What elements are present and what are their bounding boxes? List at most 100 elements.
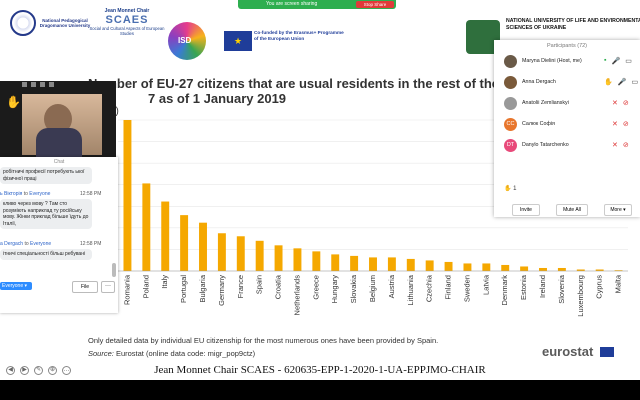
participant-row[interactable]: Maryna Dielini (Host, me) ▪ 🎤 ▭ (504, 52, 636, 70)
logo-bar: You are screen sharing Stop Share Nation… (0, 0, 640, 60)
tick-label: Croatia (274, 274, 283, 299)
chat-recipient-select[interactable]: Everyone ▾ (0, 282, 32, 290)
eurostat-logo: eurostat (542, 344, 594, 359)
npdu-emblem (10, 10, 36, 36)
camera-off-icon[interactable]: ⊘ (622, 100, 629, 107)
tick-label: Luxembourg (576, 275, 585, 317)
bar-czechia (425, 260, 434, 271)
tick-label: Denmark (500, 275, 509, 306)
npdu-logo: National Pedagogical Dragomanov Universi… (10, 10, 91, 36)
raised-hands-count: ✋ 1 (504, 185, 517, 192)
next-slide-icon[interactable]: ▶ (20, 366, 29, 375)
mic-icon[interactable]: 🎤 (617, 79, 627, 86)
bar-portugal (180, 215, 189, 271)
bar-poland (142, 183, 151, 271)
participant-status: ✋ 🎤 ▭ (604, 78, 638, 86)
mute-all-button[interactable]: Mute All (556, 204, 588, 216)
participants-title: Participants (72) (546, 43, 588, 49)
tick-label: Sweden (462, 275, 471, 302)
tick-label: Portugal (179, 275, 188, 303)
avatar (504, 97, 517, 110)
camera-icon[interactable]: ▭ (631, 79, 639, 86)
chat-message: робітничі професії потребують ької фізич… (0, 167, 92, 184)
chat-to-label: to (23, 191, 28, 197)
avatar (504, 76, 517, 89)
slideshow-controls: ◀ ▶ ✎ ⊕ … (0, 362, 80, 380)
chat-message: ітничі спеціальності більш ребувані (0, 249, 92, 260)
bar-croatia (274, 245, 283, 271)
bar-lithuania (406, 258, 415, 271)
chat-sender: a Dergach to Everyone (0, 241, 51, 247)
zoom-icon[interactable]: ⊕ (48, 366, 57, 375)
bar-latvia (482, 263, 491, 271)
bar-slovakia (350, 255, 359, 271)
camera-off-icon[interactable]: ⊘ (622, 142, 629, 149)
chat-title: Chat (53, 159, 65, 165)
chat-message: кливо через мову ? Там сто розуміють нап… (0, 199, 92, 229)
video-toolbar (22, 82, 54, 87)
chat-sender-name: a Dergach (0, 241, 24, 247)
avatar: CC (504, 118, 517, 131)
bar-france (236, 236, 245, 271)
bar-belgium (369, 257, 377, 271)
slide-source: Source: Eurostat (online data code: migr… (88, 349, 255, 358)
mic-muted-icon[interactable]: ✕ (612, 100, 618, 107)
mic-muted-icon[interactable]: ✕ (612, 121, 618, 128)
more-button[interactable]: More ▾ (604, 204, 632, 216)
nule-logo-text: NATIONAL UNIVERSITY OF LIFE AND ENVIRONM… (506, 18, 640, 31)
bar-slovenia (557, 267, 566, 271)
pen-icon[interactable]: ✎ (34, 366, 43, 375)
bar-denmark (501, 264, 510, 271)
participant-status: ✕ ⊘ (612, 120, 629, 128)
chat-scrollbar[interactable] (112, 263, 116, 277)
tick-label: Slovakia (349, 274, 358, 303)
screen-sharing-bar: You are screen sharing Stop Share (238, 0, 396, 9)
tick-label: Slovenia (557, 274, 566, 304)
screen-share-icon: ▪ (604, 57, 607, 64)
mic-muted-icon[interactable]: ✕ (612, 142, 618, 149)
bar-netherlands (293, 248, 302, 271)
view-option-icon[interactable] (22, 82, 27, 87)
chat-more-button[interactable]: ··· (101, 281, 115, 293)
bar-estonia (520, 266, 529, 271)
participant-row[interactable]: Anna Dergach ✋ 🎤 ▭ (504, 73, 638, 91)
tick-label: Lithuania (406, 274, 415, 305)
invite-button[interactable]: Invite (512, 204, 540, 216)
tick-label: Greece (311, 275, 320, 300)
tick-label: Estonia (519, 274, 528, 300)
participant-row[interactable]: DT Danylo Tatarchenko ✕ ⊘ (504, 136, 636, 154)
slide-source-text: Eurostat (online data code: migr_pop9ctz… (115, 349, 256, 358)
camera-icon[interactable]: ▭ (625, 58, 632, 65)
video-feed[interactable] (22, 94, 102, 158)
tick-label: Poland (141, 275, 150, 298)
view-option-icon[interactable] (31, 82, 36, 87)
scaes-line3: Social and Cultural Aspects of European … (89, 26, 165, 36)
slide-title-line2: 7 as of 1 January 2019 (148, 91, 287, 106)
tick-label: Netherlands (292, 275, 301, 316)
chat-sender-name: ь Вікторія (0, 191, 23, 197)
participant-name: Maryna Dielini (Host, me) (522, 58, 582, 64)
participant-status: ✕ ⊘ (612, 99, 629, 107)
previous-slide-icon[interactable]: ◀ (6, 366, 15, 375)
bar-germany (217, 233, 226, 271)
bottom-bar (0, 380, 640, 400)
chat-recipient: Everyone (29, 191, 51, 197)
slide-source-prefix: Source: (88, 349, 116, 358)
mic-icon[interactable]: 🎤 (611, 58, 621, 65)
bar-malta (614, 270, 623, 272)
camera-off-icon[interactable]: ⊘ (622, 121, 629, 128)
participant-row[interactable]: CC Салюк Софія ✕ ⊘ (504, 115, 636, 133)
tick-label: Bulgaria (198, 274, 207, 302)
slide-title-line1: Number of EU-27 citizens that are usual … (88, 76, 500, 91)
stop-share-button[interactable]: Stop Share (356, 1, 394, 8)
view-option-icon[interactable] (40, 82, 45, 87)
bar-cyprus (595, 269, 604, 271)
bar-spain (255, 240, 264, 271)
more-options-icon[interactable]: … (62, 366, 71, 375)
chat-file-button[interactable]: File (72, 281, 98, 293)
bar-austria (387, 257, 396, 271)
footer-caption: Jean Monnet Chair SCAES - 620635-EPP-1-2… (154, 364, 486, 376)
view-option-icon[interactable] (49, 82, 54, 87)
scaes-line1: Jean Monnet Chair (104, 8, 150, 14)
participant-row[interactable]: Anatolii Zemlianskyi ✕ ⊘ (504, 94, 636, 112)
